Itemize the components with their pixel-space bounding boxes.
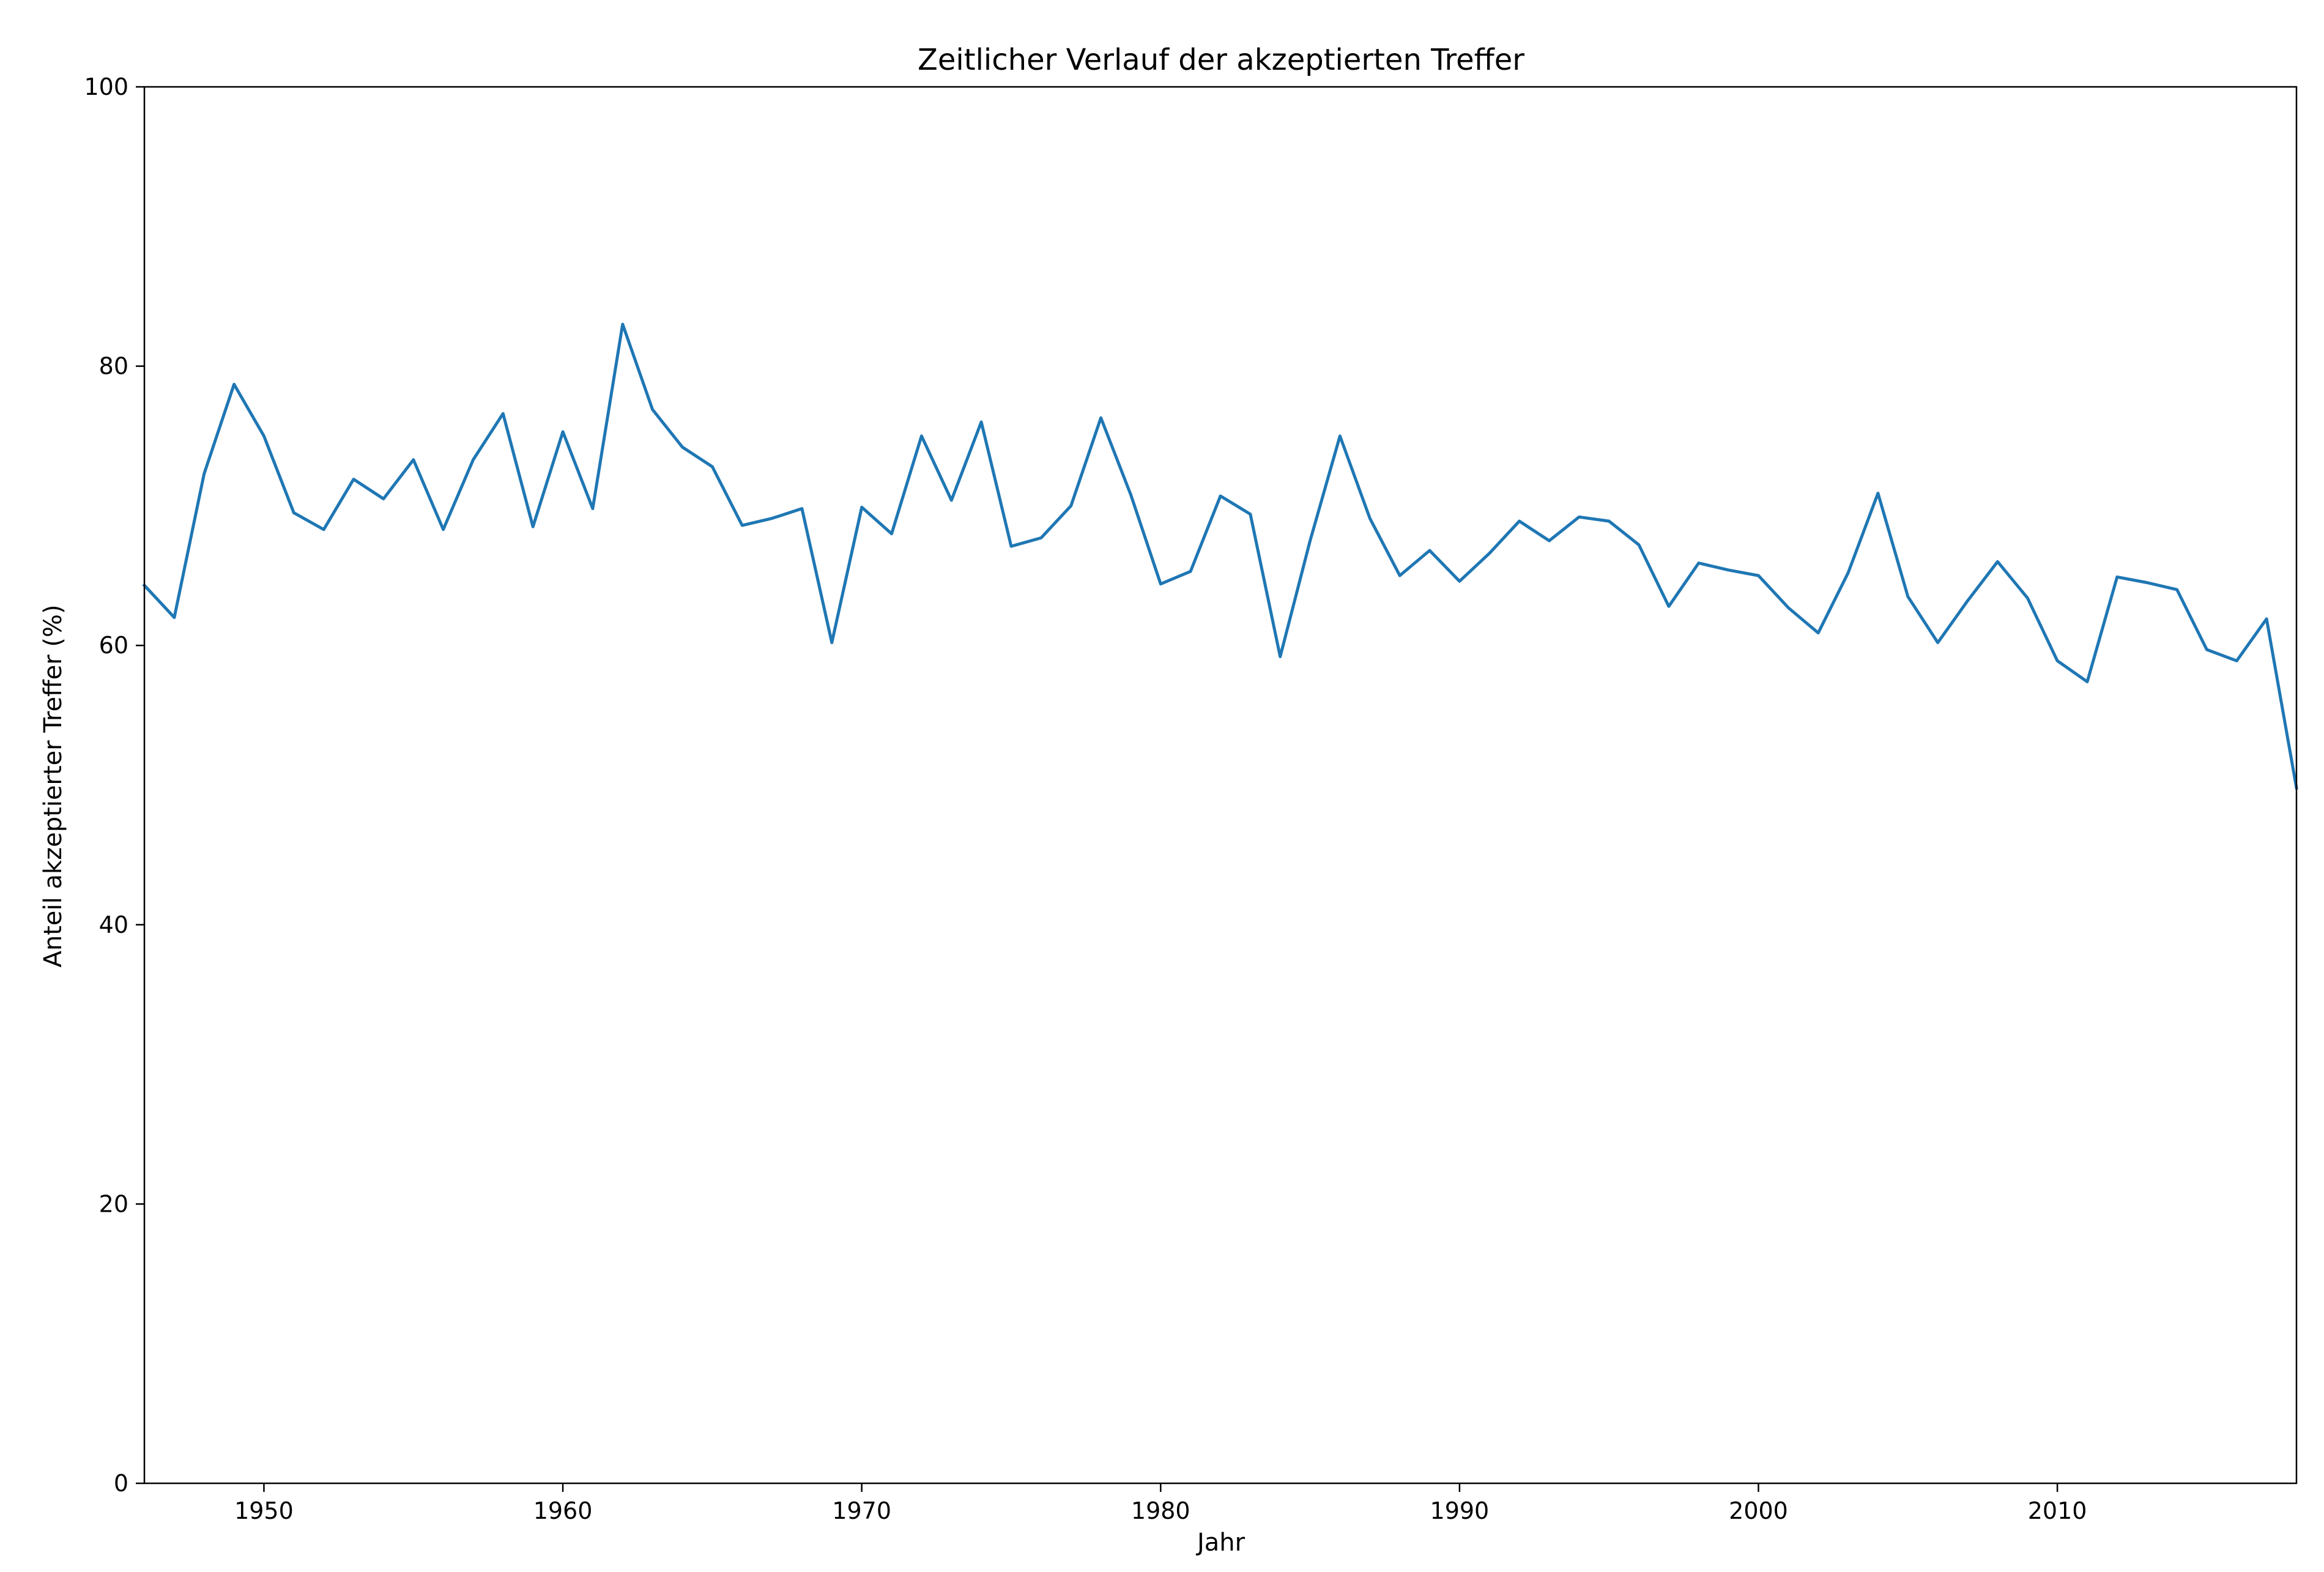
- x-axis-label: Jahr: [1195, 1529, 1246, 1557]
- x-tick-label-1980: 1980: [1131, 1497, 1190, 1524]
- axes-frame: [143, 86, 2298, 1485]
- y-tick-label-0: 0: [114, 1470, 128, 1497]
- chart-title: Zeitlicher Verlauf der akzeptierten Tref…: [918, 43, 1524, 77]
- x-axis: 1950 1960 1970 1980 1990 2000 2010: [234, 1483, 2087, 1524]
- x-tick-label-2010: 2010: [2028, 1497, 2087, 1524]
- y-tick-label-100: 100: [84, 73, 128, 100]
- plot-area: [142, 86, 2298, 1485]
- x-tick-label-1970: 1970: [832, 1497, 891, 1524]
- series-line-0: [142, 322, 2298, 790]
- y-tick-label-20: 20: [99, 1190, 128, 1217]
- x-tick-label-2000: 2000: [1729, 1497, 1788, 1524]
- x-tick-label-1960: 1960: [533, 1497, 593, 1524]
- y-tick-label-60: 60: [99, 632, 128, 659]
- y-axis-label: Anteil akzeptierter Treffer (%): [39, 604, 67, 967]
- y-tick-label-80: 80: [99, 353, 128, 380]
- x-tick-label-1950: 1950: [234, 1497, 294, 1524]
- x-tick-label-1990: 1990: [1430, 1497, 1490, 1524]
- y-axis: 0 20 40 60 80 100: [84, 73, 144, 1497]
- y-tick-label-40: 40: [99, 911, 128, 938]
